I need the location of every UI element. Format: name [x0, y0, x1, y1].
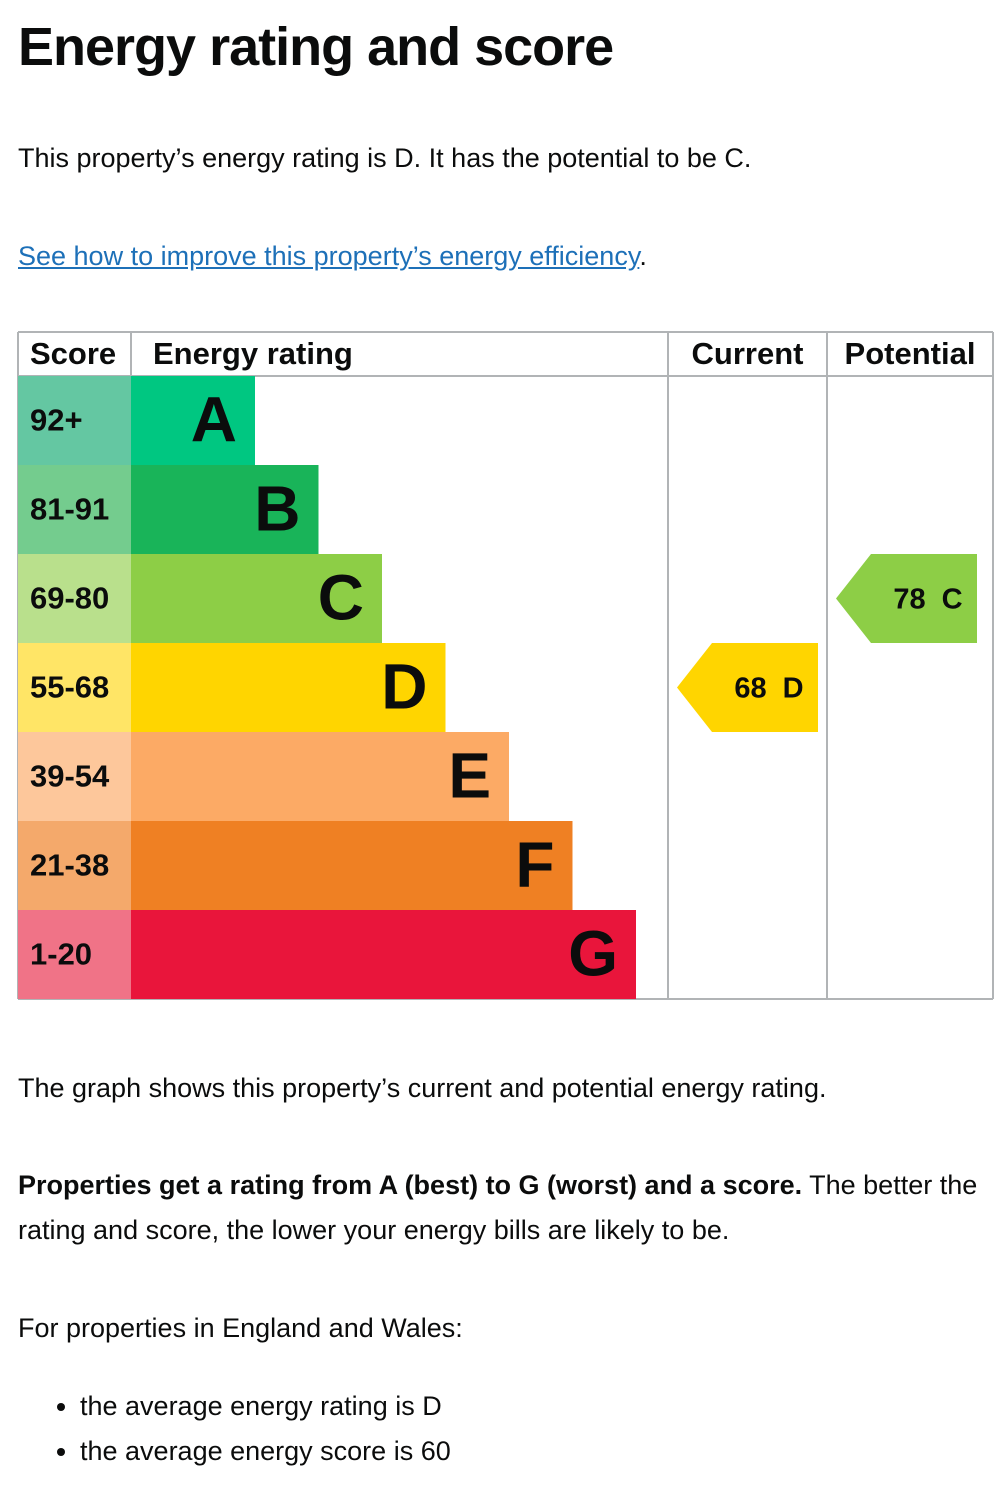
score-cell	[18, 732, 131, 821]
score-cell	[18, 821, 131, 910]
score-range: 39-54	[30, 759, 110, 794]
ratings-bold: Properties get a rating from A (best) to…	[18, 1170, 803, 1200]
score-cell	[18, 554, 131, 643]
rating-bar	[131, 554, 382, 643]
region: For properties in England and Wales:	[18, 1313, 463, 1343]
page-title: Energy rating and score	[18, 17, 614, 77]
current-label: 68 D	[734, 672, 803, 704]
link-line: See how to improve this property’s energ…	[18, 234, 647, 279]
rating-letter: A	[191, 383, 237, 455]
column-header: Potential	[845, 336, 976, 371]
rating-letter: E	[448, 739, 491, 811]
rating-bar	[131, 376, 255, 465]
score-cell	[18, 465, 131, 554]
current-score: 68	[734, 672, 766, 704]
column-header: Score	[30, 336, 116, 371]
potential-score: 78	[893, 583, 925, 615]
intro: This property’s energy rating is D. It h…	[18, 143, 752, 173]
potential-label: 78 C	[893, 583, 962, 615]
rating-bar	[131, 910, 636, 999]
score-cell	[18, 910, 131, 999]
score-range: 1-20	[30, 937, 92, 972]
score-range: 92+	[30, 403, 83, 438]
current-letter: D	[783, 672, 804, 704]
column-header: Energy rating	[153, 336, 353, 371]
score-range: 69-80	[30, 581, 109, 616]
score-range: 21-38	[30, 848, 109, 883]
score-range: 81-91	[30, 492, 109, 527]
rating-bar	[131, 821, 573, 910]
score-range: 55-68	[30, 670, 109, 705]
current-arrow	[677, 643, 818, 732]
column-header: Current	[692, 336, 804, 371]
rating-letter: B	[254, 472, 300, 544]
description: The graph shows this property’s current …	[18, 1073, 827, 1103]
link-punct: .	[639, 241, 647, 271]
potential-letter: C	[942, 583, 963, 615]
average-item: the average energy score is 60	[80, 1429, 451, 1474]
averages: the average energy rating is D the avera…	[18, 1384, 451, 1474]
rating-letter: D	[381, 650, 427, 722]
potential-arrow	[836, 554, 977, 643]
rating-letter: F	[515, 828, 554, 900]
rating-bar	[131, 465, 319, 554]
rating-letter: C	[318, 561, 364, 633]
average-item: the average energy rating is D	[80, 1384, 451, 1429]
rating-letter: G	[568, 917, 618, 989]
score-cell	[18, 643, 131, 732]
energy-graph: Score Energy rating Current Potential 92+ A 81…	[17, 331, 994, 1000]
rating-bar	[131, 732, 509, 821]
score-cell	[18, 376, 131, 465]
ratings-rest: The better the rating and score, the low…	[18, 1170, 978, 1245]
improve-link[interactable]: See how to improve this property’s energ…	[18, 241, 640, 271]
ratings-text: Properties get a rating from A (best) to…	[18, 1163, 983, 1253]
rating-bar	[131, 643, 446, 732]
